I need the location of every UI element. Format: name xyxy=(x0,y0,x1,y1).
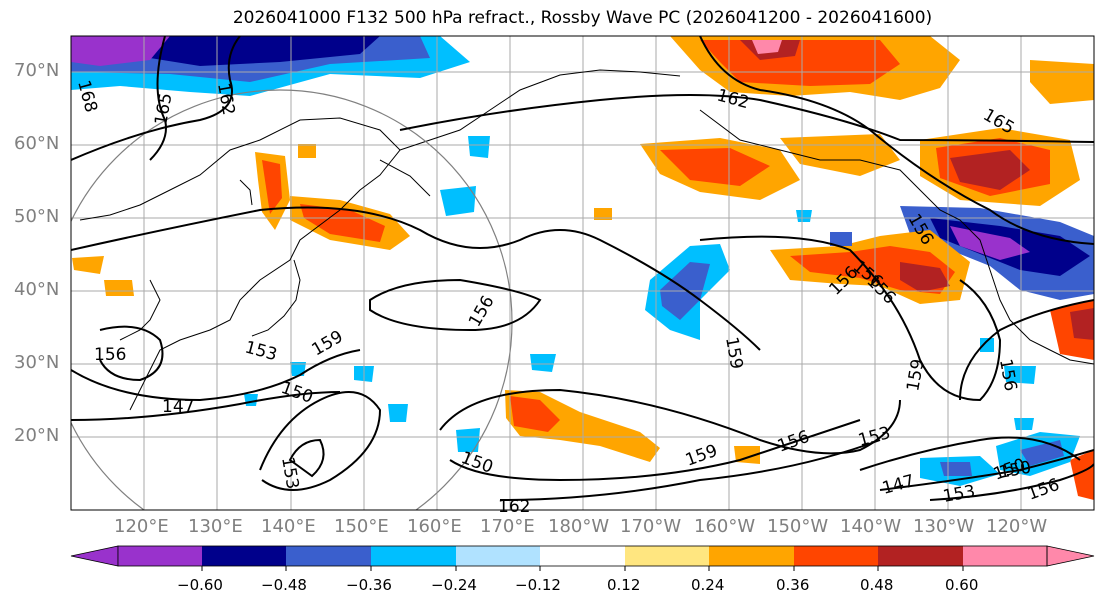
negative-anomaly-region xyxy=(1020,440,1064,466)
colorbar-segment xyxy=(540,546,625,566)
lon-label: 170°E xyxy=(480,516,535,537)
lon-label: 130°E xyxy=(188,516,243,537)
lon-label: 120°W xyxy=(986,516,1048,537)
negative-anomaly-region xyxy=(940,462,972,476)
lon-label: 160°W xyxy=(694,516,756,537)
colorbar-segment xyxy=(118,546,202,566)
height-contours xyxy=(71,36,1094,501)
colorbar-tick-label: −0.36 xyxy=(346,576,392,594)
colorbar-tick-label: 0.36 xyxy=(776,576,810,594)
lat-label: 20°N xyxy=(14,425,60,446)
positive-anomaly-region xyxy=(660,148,770,186)
negative-anomaly-region xyxy=(1004,366,1036,384)
negative-anomaly-region xyxy=(1014,418,1034,430)
positive-anomaly-region xyxy=(752,40,782,54)
coastlines xyxy=(79,69,1094,411)
map-frame xyxy=(70,35,1095,511)
colorbar-segment xyxy=(794,546,878,566)
colorbar-tick-label: −0.24 xyxy=(431,576,477,594)
graticule xyxy=(71,36,1094,510)
colorbar-tick-label: −0.12 xyxy=(515,576,561,594)
negative-anomaly-region xyxy=(796,210,812,222)
lon-label: 160°E xyxy=(407,516,462,537)
colorbar-segment xyxy=(963,546,1047,566)
lon-label: 120°E xyxy=(114,516,169,537)
lat-label: 50°N xyxy=(14,206,60,227)
colorbar-tick-label: 0.12 xyxy=(607,576,641,594)
lon-label: 180°W xyxy=(548,516,610,537)
lon-label: 130°W xyxy=(913,516,975,537)
lat-label: 30°N xyxy=(14,352,60,373)
negative-anomaly-region xyxy=(440,186,476,216)
positive-anomaly-region xyxy=(1070,308,1094,340)
colorbar-segment xyxy=(625,546,709,566)
contour-label: 156 xyxy=(94,345,126,365)
lat-label: 70°N xyxy=(14,60,60,81)
negative-anomaly-region xyxy=(298,144,316,158)
colorbar xyxy=(70,545,1095,571)
positive-anomaly-region xyxy=(1070,450,1094,500)
positive-anomaly-region xyxy=(104,280,134,296)
colorbar-tick-label: 0.24 xyxy=(691,576,725,594)
negative-anomaly-region xyxy=(120,36,380,66)
negative-anomaly-region xyxy=(468,136,490,158)
colorbar-tick-label: 0.48 xyxy=(860,576,894,594)
lon-label: 150°E xyxy=(334,516,389,537)
positive-anomaly-region xyxy=(1030,60,1094,104)
contour-label: 162 xyxy=(498,497,530,517)
lon-label: 170°W xyxy=(620,516,682,537)
colorbar-segment xyxy=(286,546,371,566)
negative-anomaly-region xyxy=(530,354,556,372)
colorbar-min-extension xyxy=(70,545,119,567)
colorbar-max-extension xyxy=(1046,545,1095,567)
colorbar-tick-label: 0.60 xyxy=(945,576,979,594)
lon-label: 150°W xyxy=(767,516,829,537)
positive-anomaly-region xyxy=(262,160,282,214)
positive-anomaly-region xyxy=(72,256,104,274)
lat-label: 60°N xyxy=(14,133,60,154)
colorbar-tick-label: −0.60 xyxy=(177,576,223,594)
negative-anomaly-region xyxy=(980,338,994,352)
negative-anomaly-region xyxy=(456,428,480,452)
colorbar-segment xyxy=(709,546,794,566)
colorbar-segment xyxy=(371,546,456,566)
positive-anomaly-region xyxy=(950,150,1030,190)
lon-label: 140°E xyxy=(261,516,316,537)
colorbar-tick-label: −0.48 xyxy=(261,576,307,594)
negative-anomaly-region xyxy=(950,226,1030,260)
contour-label: 147 xyxy=(162,397,194,417)
colorbar-segment xyxy=(456,546,540,566)
lat-label: 40°N xyxy=(14,279,60,300)
colorbar-segment xyxy=(878,546,963,566)
negative-anomaly-region xyxy=(388,404,408,422)
positive-anomaly-region xyxy=(510,396,560,432)
lon-label: 140°W xyxy=(840,516,902,537)
negative-anomaly-region xyxy=(830,232,852,246)
map-title: 2026041000 F132 500 hPa refract., Rossby… xyxy=(232,8,933,28)
colorbar-segment xyxy=(202,546,286,566)
positive-anomaly-region xyxy=(900,262,950,292)
positive-anomaly-region xyxy=(700,40,900,86)
negative-anomaly-region xyxy=(71,36,170,66)
negative-anomaly-region xyxy=(594,208,612,220)
